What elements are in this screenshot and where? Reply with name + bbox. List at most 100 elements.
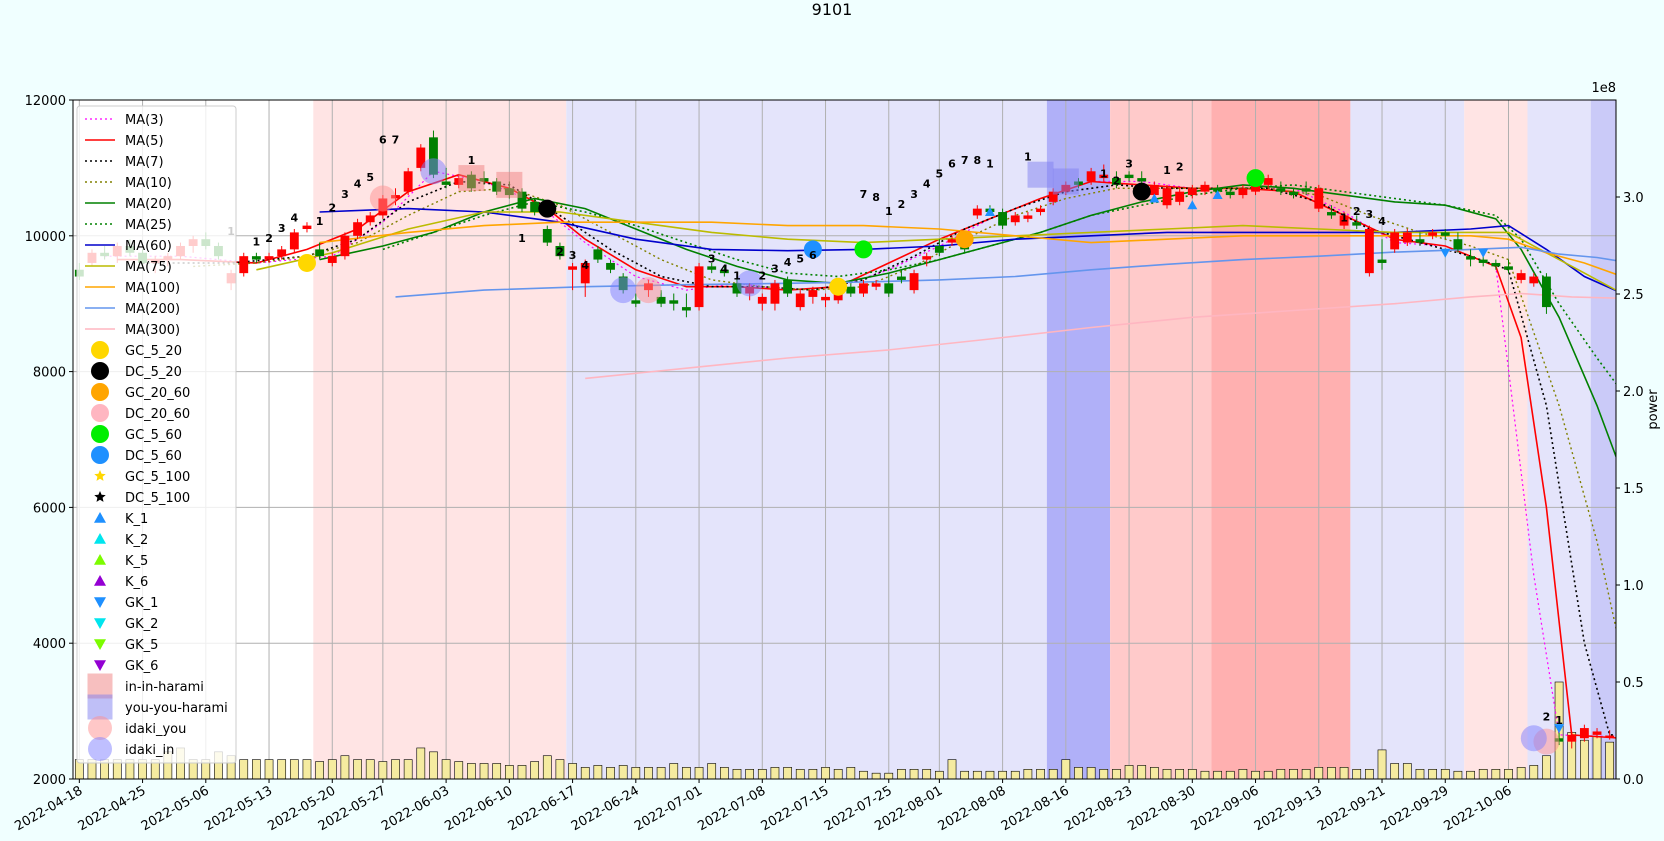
legend-label: GK_1 — [125, 596, 158, 611]
volume-bar — [1200, 770, 1210, 779]
y2-offset-text: 1e8 — [1591, 81, 1616, 96]
pattern-marker — [610, 277, 637, 304]
candle-body — [859, 283, 868, 294]
volume-bar — [1137, 765, 1147, 779]
candle-body — [1048, 191, 1058, 202]
volume-bar — [960, 770, 969, 779]
volume-bar — [1225, 770, 1235, 779]
candle-count-label: 2 — [265, 232, 273, 245]
candle — [289, 229, 299, 253]
volume-bar — [631, 767, 641, 779]
candle — [1036, 205, 1045, 216]
candle — [1390, 229, 1400, 253]
candle — [1175, 188, 1185, 206]
candle-count-label: 7 — [860, 188, 868, 201]
volume-bar — [1504, 768, 1513, 779]
candle-count-label: 8 — [872, 191, 880, 204]
candle-body — [353, 222, 362, 236]
candle — [1137, 171, 1147, 185]
ma-line — [319, 207, 1616, 292]
candle-count-label: 5 — [936, 167, 944, 180]
candle-body — [1567, 734, 1577, 742]
candle-body — [1466, 256, 1475, 260]
y-tick-label: 4000 — [33, 637, 66, 652]
y2-tick-label: 1.5 — [1623, 482, 1644, 497]
candle-body — [998, 212, 1008, 226]
volume-bar — [1048, 768, 1058, 779]
shaded-region — [1590, 100, 1616, 779]
y-tick-label: 10000 — [25, 230, 66, 245]
candle-count-label: 1 — [986, 157, 994, 170]
candle-count-label: 1 — [733, 269, 741, 282]
volume-bar — [1238, 768, 1248, 779]
candle — [555, 242, 565, 260]
candle — [846, 283, 856, 297]
candle — [808, 286, 818, 304]
candle-body — [1187, 188, 1197, 196]
candle-count-label: 3 — [1366, 208, 1374, 221]
legend-label: GC_5_100 — [125, 470, 190, 485]
candle — [1111, 171, 1121, 189]
volume-bar — [277, 759, 287, 779]
volume-bar — [555, 759, 565, 779]
candle-body — [922, 256, 932, 260]
volume-bar — [808, 768, 818, 779]
candle-body — [631, 300, 641, 304]
volume-bar — [1099, 768, 1109, 779]
volume-bar — [252, 759, 261, 779]
candle-body — [757, 296, 767, 304]
candle-body — [1010, 215, 1020, 223]
signal-marker — [1212, 190, 1223, 200]
x-tick-label: 2022-04-25 — [76, 783, 149, 834]
signal-marker — [297, 253, 316, 272]
candle-body — [239, 256, 249, 274]
candle-body — [1023, 215, 1033, 219]
candle — [1352, 215, 1362, 230]
candle-count-label: 3 — [771, 263, 779, 276]
candle-count-label: 4 — [923, 178, 931, 191]
volume-bar — [682, 767, 691, 779]
candle — [770, 279, 780, 311]
shaded-region — [313, 100, 567, 779]
candle-count-label: 2 — [556, 246, 564, 259]
candle-body — [340, 235, 350, 257]
candle — [1263, 174, 1273, 189]
candle — [884, 273, 894, 297]
ma-line — [117, 173, 1616, 739]
volume-bar — [1074, 767, 1083, 779]
candle — [1289, 188, 1298, 199]
volume-bar — [1251, 770, 1260, 779]
volume-bar — [1327, 767, 1336, 779]
volume-bar — [783, 767, 792, 779]
volume-bar — [732, 768, 742, 779]
y2-tick-label: 1.0 — [1623, 579, 1644, 594]
shaded-region — [1046, 100, 1111, 779]
volume-bar — [479, 763, 489, 779]
y-tick-label: 8000 — [33, 366, 66, 381]
candle — [1516, 269, 1526, 284]
signal-marker — [854, 240, 873, 259]
candle — [1542, 273, 1551, 314]
candle-body — [315, 249, 325, 257]
ma-line — [585, 292, 1616, 380]
candle-body — [719, 269, 729, 274]
legend-label: you-you-harami — [125, 701, 228, 716]
candle — [1415, 232, 1425, 246]
volume-bar — [1150, 767, 1159, 779]
volume-bar — [656, 767, 666, 779]
candle-body — [542, 229, 552, 243]
candle-count-label: 1 — [253, 235, 261, 248]
candle-count-label: 2 — [328, 201, 336, 214]
volume-bar — [378, 761, 388, 779]
candle-body — [732, 283, 742, 294]
legend-label: MA(75) — [125, 260, 172, 275]
x-tick-label: 2022-08-08 — [936, 783, 1009, 834]
volume-bar — [1516, 767, 1526, 779]
candle-body — [403, 171, 413, 192]
volume-bar — [922, 768, 932, 779]
legend-swatch — [91, 341, 109, 359]
volume-bar — [1276, 768, 1286, 779]
candle-body — [1238, 188, 1248, 196]
volume-bar — [707, 763, 717, 779]
candle-body — [289, 232, 299, 250]
